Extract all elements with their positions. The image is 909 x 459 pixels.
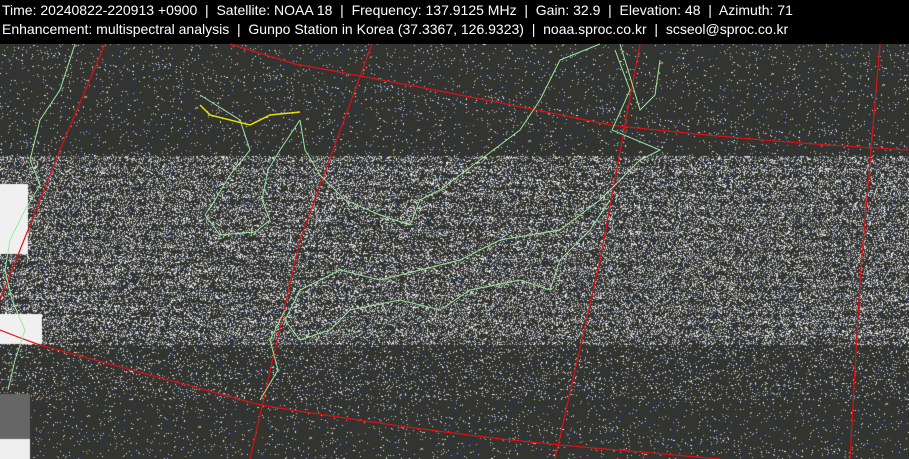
satellite-image [0, 44, 909, 459]
coastline-sakhalin [619, 43, 661, 111]
border-line [199, 104, 301, 126]
coastlines [4, 43, 662, 401]
coastline-korea [199, 94, 301, 236]
header-line-2: Enhancement: multispectral analysis | Gu… [2, 21, 789, 37]
grid-line [0, 329, 721, 459]
grid-line [249, 43, 373, 459]
coastline-china [4, 43, 76, 391]
grid-line [554, 43, 641, 459]
grid-line [294, 63, 909, 151]
header-line-1: Time: 20240822-220913 +0900 | Satellite:… [2, 2, 793, 18]
coastline-russia [299, 43, 601, 226]
coastline-japan [284, 49, 662, 341]
grid-line [0, 43, 106, 301]
grid-line [849, 43, 881, 459]
info-header: Time: 20240822-220913 +0900 | Satellite:… [0, 0, 909, 44]
lat-lon-grid [0, 43, 909, 459]
grid-line [229, 43, 296, 65]
coastline-kyushu [259, 309, 286, 401]
